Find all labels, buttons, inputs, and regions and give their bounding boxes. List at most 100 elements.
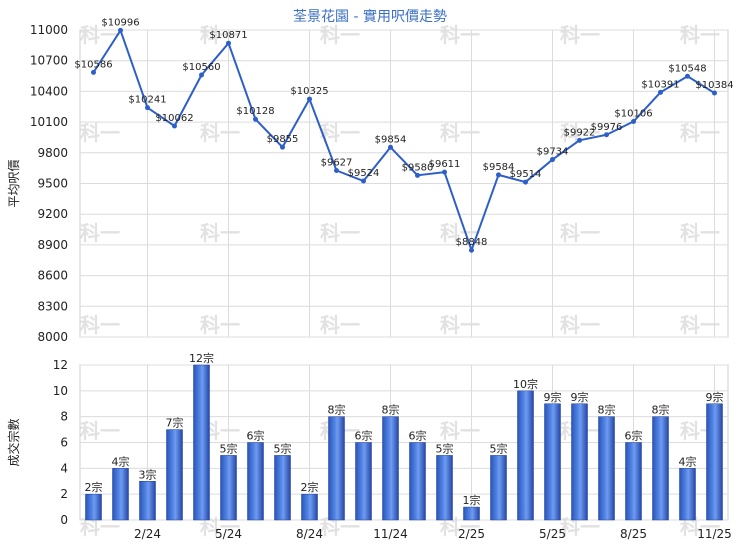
price-data-label: $10241 bbox=[128, 95, 166, 106]
price-y-tick: 9200 bbox=[37, 207, 68, 221]
watermark-text: 科一 bbox=[320, 221, 360, 245]
price-y-tick: 8900 bbox=[37, 238, 68, 252]
price-data-label: $10586 bbox=[74, 59, 112, 70]
volume-data-label: 2宗 bbox=[301, 480, 319, 494]
watermark-text: 科一 bbox=[80, 121, 120, 145]
volume-bar bbox=[328, 416, 345, 521]
watermark-text: 科一 bbox=[560, 23, 600, 47]
volume-y-tick: 2 bbox=[60, 487, 68, 501]
watermark-text: 科一 bbox=[80, 221, 120, 245]
volume-bar bbox=[112, 468, 129, 521]
watermark-text: 科一 bbox=[680, 23, 720, 47]
volume-bar bbox=[355, 442, 372, 521]
volume-bar bbox=[85, 493, 102, 521]
volume-bar bbox=[706, 403, 723, 521]
x-axis-tick: 2/25 bbox=[458, 527, 485, 541]
volume-data-label: 5宗 bbox=[274, 441, 292, 455]
volume-bar bbox=[463, 506, 480, 521]
volume-y-tick: 12 bbox=[53, 358, 68, 372]
price-data-label: $9514 bbox=[510, 169, 542, 180]
volume-y-axis-label: 成交宗數 bbox=[6, 418, 21, 466]
watermark-text: 科一 bbox=[320, 23, 360, 47]
price-data-label: $10062 bbox=[155, 113, 193, 124]
volume-data-label: 4宗 bbox=[679, 454, 697, 468]
volume-bar bbox=[625, 442, 642, 521]
price-point bbox=[253, 116, 258, 122]
volume-data-label: 7宗 bbox=[166, 416, 184, 430]
volume-y-tick: 4 bbox=[60, 461, 68, 475]
x-axis-tick: 8/25 bbox=[620, 527, 647, 541]
price-data-label: $10548 bbox=[668, 63, 706, 74]
volume-bar bbox=[247, 442, 264, 521]
price-point bbox=[712, 90, 717, 96]
volume-data-label: 12宗 bbox=[189, 351, 214, 365]
volume-data-label: 5宗 bbox=[436, 441, 454, 455]
price-y-axis-label: 平均呎價 bbox=[7, 159, 21, 207]
price-data-label: $10391 bbox=[641, 79, 679, 90]
price-data-label: $9734 bbox=[537, 147, 569, 158]
price-point bbox=[442, 169, 447, 175]
price-point bbox=[226, 40, 231, 46]
x-axis-tick: 8/24 bbox=[296, 527, 323, 541]
price-point bbox=[307, 96, 312, 102]
watermark-text: 科一 bbox=[440, 221, 480, 245]
price-data-label: $10560 bbox=[182, 62, 220, 73]
volume-y-tick: 10 bbox=[53, 384, 68, 398]
watermark-text: 科一 bbox=[560, 221, 600, 245]
price-point bbox=[91, 69, 96, 75]
x-axis-tick: 2/24 bbox=[134, 527, 161, 541]
price-point bbox=[145, 105, 150, 111]
price-data-label: $10871 bbox=[209, 30, 247, 41]
watermark-text: 科一 bbox=[680, 313, 720, 337]
volume-data-label: 6宗 bbox=[409, 429, 427, 443]
volume-data-label: 2宗 bbox=[85, 480, 103, 494]
price-data-label: $9524 bbox=[348, 168, 380, 179]
price-point bbox=[577, 137, 582, 143]
price-data-label: $9976 bbox=[591, 122, 623, 133]
volume-bar bbox=[274, 455, 291, 521]
watermark-text: 科一 bbox=[440, 419, 480, 443]
watermark-text: 科一 bbox=[80, 313, 120, 337]
chart-title: 荃景花園 - 實用呎價走勢 bbox=[293, 8, 447, 25]
price-point bbox=[415, 172, 420, 178]
volume-data-label: 10宗 bbox=[513, 377, 538, 391]
price-data-label: $8848 bbox=[456, 237, 488, 248]
price-data-label: $9922 bbox=[564, 127, 596, 138]
price-data-label: $10128 bbox=[236, 106, 274, 117]
watermark-text: 科一 bbox=[440, 23, 480, 47]
volume-bar bbox=[436, 455, 453, 521]
volume-data-label: 5宗 bbox=[220, 441, 238, 455]
price-data-label: $9584 bbox=[483, 162, 515, 173]
x-axis-tick: 11/24 bbox=[373, 527, 408, 541]
volume-bar bbox=[409, 442, 426, 521]
volume-data-label: 8宗 bbox=[598, 403, 616, 417]
volume-data-label: 5宗 bbox=[490, 441, 508, 455]
watermark-text: 科一 bbox=[200, 313, 240, 337]
volume-data-label: 8宗 bbox=[652, 403, 670, 417]
x-axis-tick: 5/24 bbox=[215, 527, 242, 541]
price-y-tick: 10700 bbox=[30, 54, 68, 68]
price-series-line bbox=[92, 29, 716, 252]
volume-y-tick: 8 bbox=[60, 410, 68, 424]
price-point bbox=[685, 73, 690, 79]
volume-data-label: 1宗 bbox=[463, 493, 481, 507]
volume-data-label: 8宗 bbox=[382, 403, 400, 417]
price-y-tick: 8000 bbox=[37, 330, 68, 344]
volume-data-label: 6宗 bbox=[247, 429, 265, 443]
volume-data-label: 3宗 bbox=[139, 467, 157, 481]
watermark-text: 科一 bbox=[680, 121, 720, 145]
price-data-label: $10996 bbox=[101, 17, 139, 28]
price-point bbox=[604, 132, 609, 138]
volume-bar bbox=[193, 364, 210, 521]
price-y-tick: 8600 bbox=[37, 269, 68, 283]
price-point bbox=[523, 179, 528, 185]
price-data-label: $9580 bbox=[402, 162, 434, 173]
volume-data-label: 6宗 bbox=[625, 429, 643, 443]
watermark-text: 科一 bbox=[320, 313, 360, 337]
volume-bar bbox=[679, 468, 696, 521]
watermark-text: 科一 bbox=[440, 121, 480, 145]
price-line-chart: 11000 10700 10400 10100 9800 9500 9200 8900 8600… bbox=[7, 17, 734, 344]
watermark-text: 科一 bbox=[680, 221, 720, 245]
price-data-label: $9855 bbox=[267, 134, 299, 145]
